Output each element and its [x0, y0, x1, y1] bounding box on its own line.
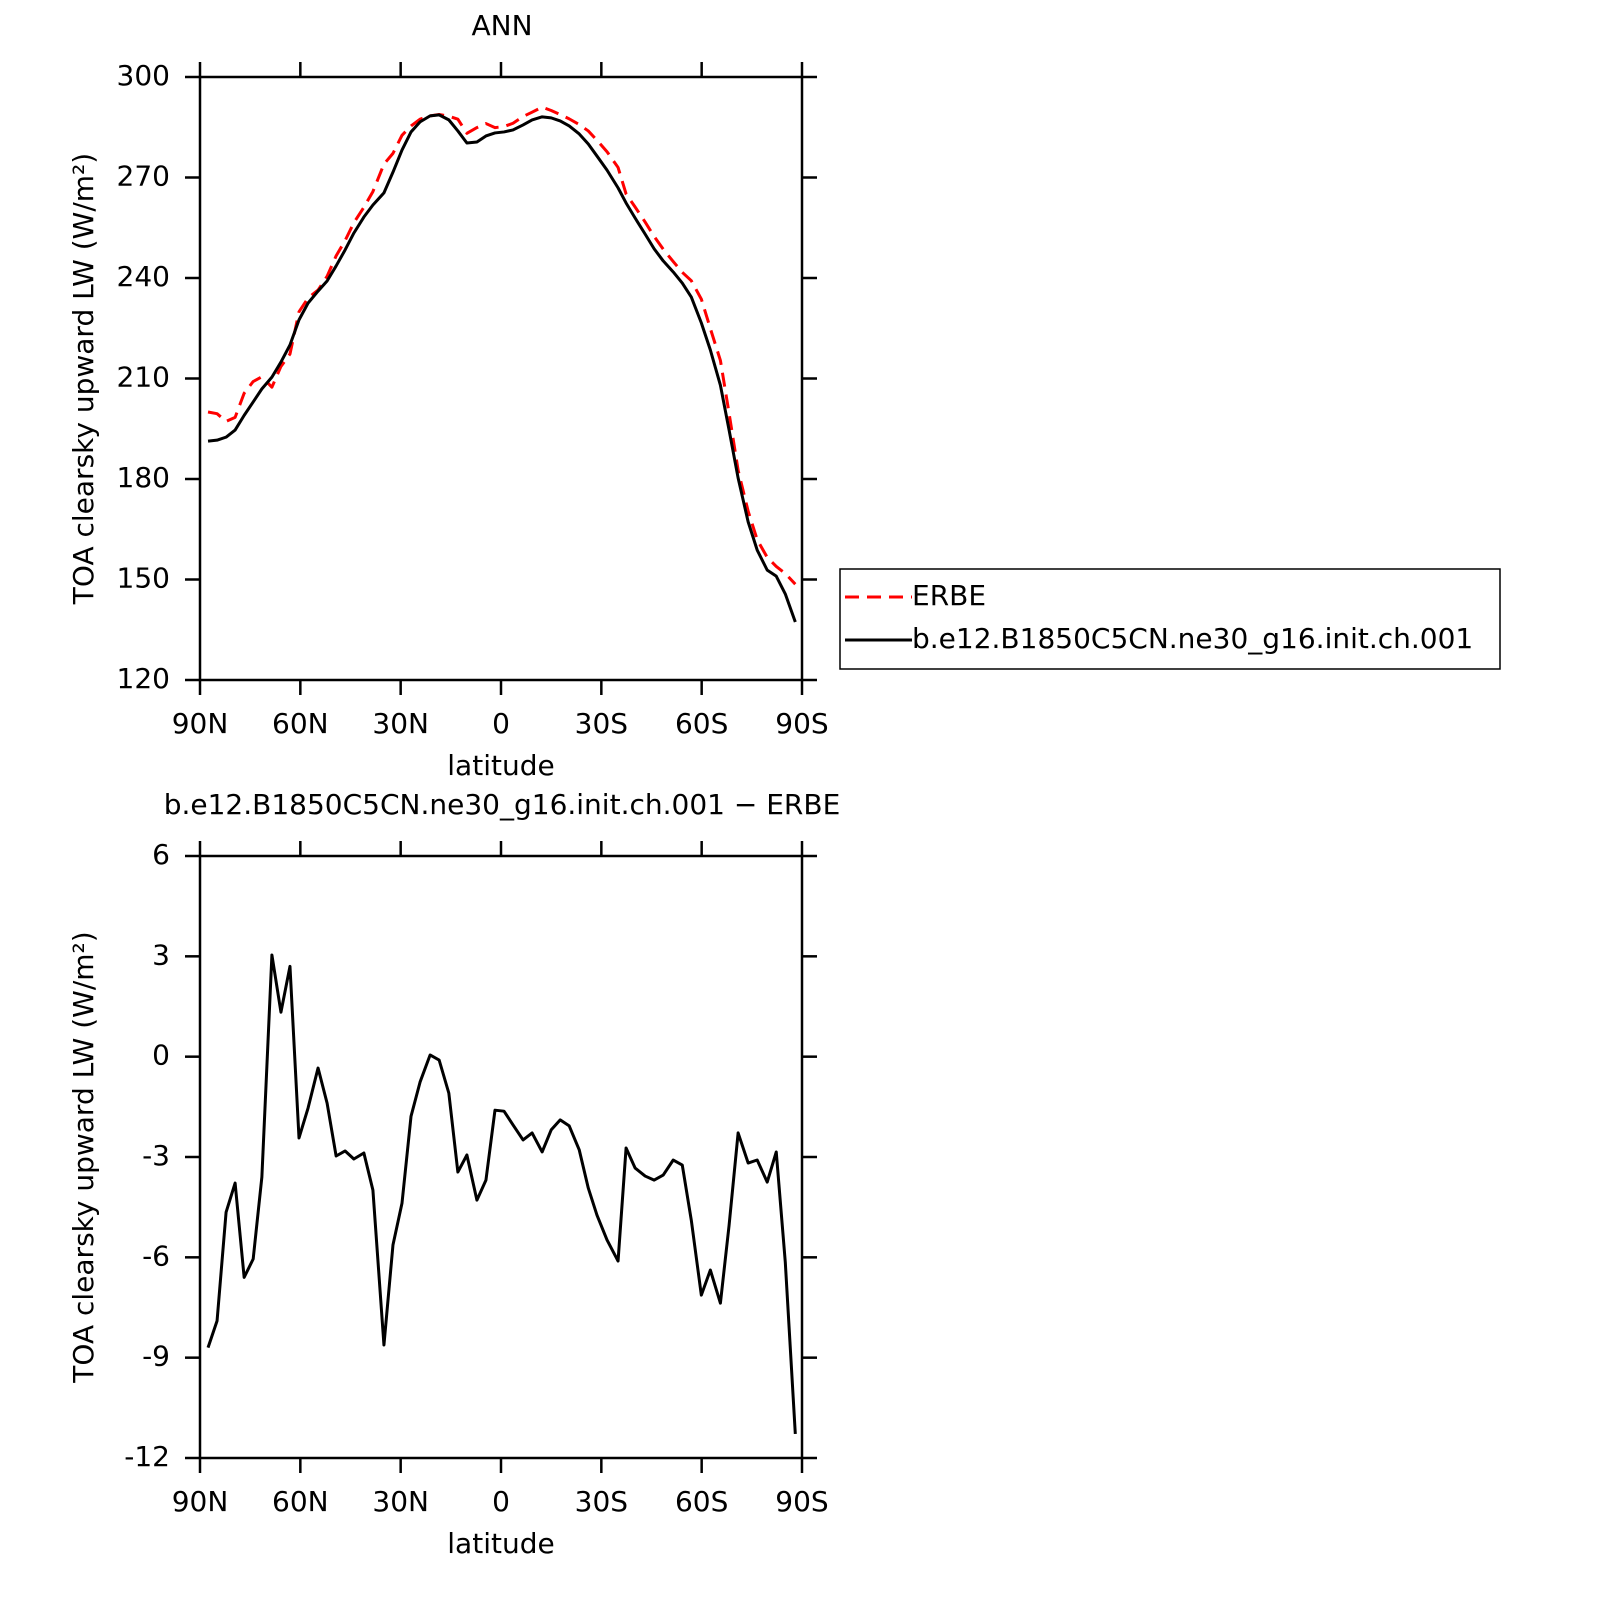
x-tick-label: 0	[492, 1485, 510, 1518]
x-tick-label: 60N	[272, 1485, 329, 1518]
y-tick-label: 240	[117, 260, 170, 293]
y-tick-label: 300	[117, 59, 170, 92]
chart-title: b.e12.B1850C5CN.ne30_g16.init.ch.001 − E…	[164, 788, 841, 821]
y-tick-label: -12	[124, 1440, 170, 1473]
y-tick-label: 270	[117, 160, 170, 193]
y-tick-label: 180	[117, 461, 170, 494]
series-line	[207, 105, 797, 586]
x-axis-label: latitude	[447, 1527, 554, 1560]
x-axis-label: latitude	[447, 749, 554, 782]
y-tick-label: 120	[117, 662, 170, 695]
legend-label: b.e12.B1850C5CN.ne30_g16.init.ch.001	[912, 622, 1473, 655]
chart-title: ANN	[471, 9, 532, 42]
x-tick-label: 30N	[372, 707, 429, 740]
y-tick-label: 210	[117, 361, 170, 394]
x-tick-label: 30S	[575, 1485, 628, 1518]
x-tick-label: 30S	[575, 707, 628, 740]
x-tick-label: 90N	[172, 1485, 229, 1518]
x-tick-label: 60N	[272, 707, 329, 740]
series-line	[207, 113, 797, 623]
series-line	[206, 953, 797, 1435]
plot-frame	[198, 75, 804, 682]
x-tick-label: 90N	[172, 707, 229, 740]
x-tick-label: 90S	[775, 1485, 828, 1518]
x-tick-label: 60S	[675, 1485, 728, 1518]
y-tick-label: 0	[152, 1039, 170, 1072]
x-tick-label: 90S	[775, 707, 828, 740]
y-axis-label: TOA clearsky upward LW (W/m²)	[67, 153, 100, 605]
x-tick-label: 30N	[372, 1485, 429, 1518]
y-tick-label: -6	[142, 1239, 170, 1272]
x-tick-label: 0	[492, 707, 510, 740]
y-axis-label: TOA clearsky upward LW (W/m²)	[67, 931, 100, 1383]
y-tick-label: -9	[142, 1340, 170, 1373]
y-tick-label: -3	[142, 1139, 170, 1172]
legend-label: ERBE	[912, 579, 986, 612]
plot-frame	[198, 854, 804, 1460]
x-tick-label: 60S	[675, 707, 728, 740]
legend-box	[839, 568, 1501, 670]
y-tick-label: 3	[152, 938, 170, 971]
y-tick-label: 150	[117, 562, 170, 595]
y-tick-label: 6	[152, 838, 170, 871]
